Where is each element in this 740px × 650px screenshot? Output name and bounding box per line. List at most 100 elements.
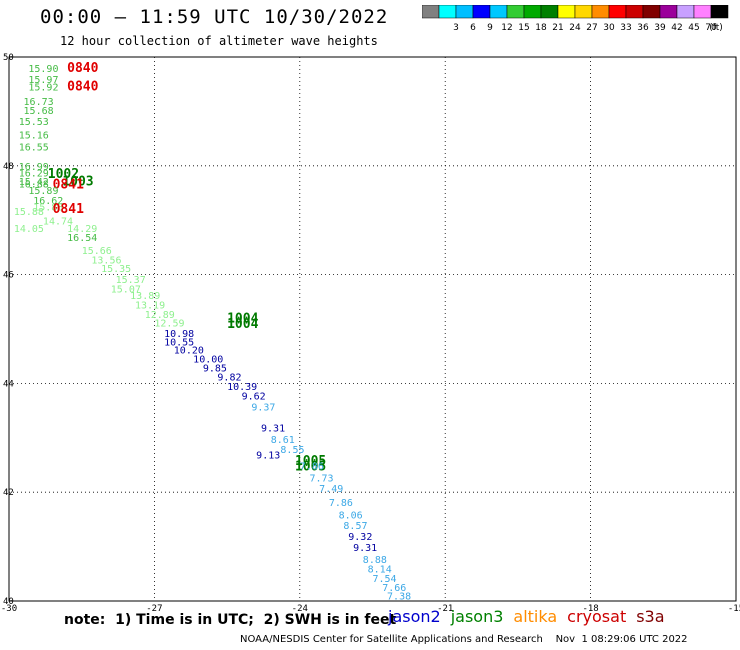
page-title: 00:00 – 11:59 UTC 10/30/2022 (40, 6, 389, 28)
wave-height-label: 15.16 (19, 131, 49, 142)
wave-height-label: 13.89 (130, 291, 160, 302)
pass-time-label: 1003 (62, 174, 93, 189)
wave-height-label: 16.73 (24, 97, 54, 108)
colorbar-tick-label: 39 (654, 23, 666, 33)
wave-height-label: 7.86 (329, 498, 353, 509)
pass-time-label: 0841 (53, 178, 84, 193)
wave-height-label: 15.68 (24, 106, 54, 117)
colorbar-unit-label: (ft) (709, 23, 723, 33)
wave-height-label: 9.32 (348, 532, 372, 543)
colorbar-tick-label: 9 (487, 23, 493, 33)
wave-height-label: 14.74 (43, 217, 73, 228)
colorbar-swatch (710, 5, 729, 19)
wave-height-label: 7.49 (319, 484, 343, 495)
colorbar-tick-label: 30 (603, 23, 615, 33)
longitude-tick-label: -15 (728, 604, 740, 614)
colorbar-tick-label: 24 (569, 23, 581, 33)
wave-height-label: 15.07 (111, 285, 141, 296)
latitude-tick-label: 44 (3, 379, 14, 389)
wave-height-label: 16.99 (19, 162, 49, 173)
units-note: note: 1) Time is in UTC; 2) SWH is in fe… (64, 612, 397, 628)
wave-height-label: 10.98 (164, 329, 194, 340)
pass-time-label: 0841 (53, 202, 84, 217)
wave-height-label: 15.92 (28, 83, 58, 94)
latitude-tick-label: 50 (3, 53, 14, 63)
wave-height-label: 8.61 (271, 435, 295, 446)
wave-height-label: 9.13 (256, 450, 280, 461)
wave-height-label: 8.57 (343, 521, 367, 532)
wave-height-label: 14.29 (67, 224, 97, 235)
wave-height-label: 9.31 (353, 543, 377, 554)
wave-height-label: 13.56 (91, 256, 121, 267)
longitude-tick-label: -27 (146, 604, 162, 614)
wave-height-label: 14.05 (14, 224, 44, 235)
legend-cryosat: cryosat (567, 607, 627, 626)
colorbar-tick-label: 18 (535, 23, 547, 33)
latitude-tick-label: 40 (3, 597, 14, 607)
wave-height-label: 10.55 (164, 337, 194, 348)
pass-time-label: 1004 (227, 311, 258, 326)
pass-time-label: 1002 (48, 167, 79, 182)
wave-height-label: 16.29 (19, 169, 49, 180)
wave-height-label: 9.31 (261, 423, 285, 434)
colorbar-tick-label: 6 (470, 23, 476, 33)
wave-height-label: 7.66 (382, 583, 406, 594)
colorbar-tick-label: 42 (671, 23, 682, 33)
wave-height-label: 16.88 (19, 180, 49, 191)
page-subtitle: 12 hour collection of altimeter wave hei… (60, 34, 378, 48)
wave-height-label: 9.62 (242, 392, 266, 403)
wave-height-label: 15.90 (28, 64, 58, 75)
wave-height-label: 12.59 (154, 318, 184, 329)
wave-height-label: 9.37 (251, 403, 275, 414)
wave-height-label: 10.39 (227, 382, 257, 393)
colorbar-tick-label: 15 (518, 23, 529, 33)
longitude-tick-label: -21 (437, 604, 453, 614)
satellite-legend: jason2 jason3 altika cryosat s3a (388, 607, 675, 626)
legend-jason2: jason2 (388, 607, 441, 626)
wave-height-label: 13.19 (135, 300, 165, 311)
wave-height-label: 16.55 (19, 143, 49, 154)
wave-height-label: 7.38 (387, 591, 411, 602)
latitude-tick-label: 42 (3, 488, 14, 498)
wave-height-label: 15.89 (28, 186, 58, 197)
wave-height-label: 16.54 (67, 233, 97, 244)
wave-height-label: 9.82 (217, 373, 241, 384)
wave-height-label: 7.54 (373, 574, 397, 585)
colorbar-tick-label: 3 (453, 23, 459, 33)
longitude-tick-label: -24 (292, 604, 308, 614)
wave-height-label: 16.62 (33, 196, 63, 207)
wave-height-label: 15.88 (14, 207, 44, 218)
wave-height-label: 8.14 (368, 565, 392, 576)
wave-height-label: 12.89 (145, 310, 175, 321)
longitude-tick-label: -30 (1, 604, 17, 614)
wave-height-label: 10.00 (193, 355, 223, 366)
legend-jason3: jason3 (450, 607, 504, 626)
wave-height-label: 7.86 (300, 461, 324, 472)
latitude-tick-label: 48 (3, 162, 14, 172)
wave-height-label: 15.53 (19, 117, 49, 128)
colorbar-tick-label: 45 (688, 23, 699, 33)
colorbar-tick-label: 27 (586, 23, 597, 33)
colorbar-tick-label: 12 (501, 23, 512, 33)
wave-height-label: 15.37 (116, 275, 146, 286)
wave-height-label: 15.42 (19, 177, 49, 188)
wave-height-label: 10.20 (174, 345, 204, 356)
colorbar-tick-label: 33 (620, 23, 631, 33)
wave-height-label: 8.55 (280, 445, 304, 456)
pass-time-label: 0840 (67, 80, 98, 95)
wave-height-label: 15.97 (28, 75, 58, 86)
wave-height-label: 7.73 (309, 473, 333, 484)
colorbar-tick-label: 70 (705, 23, 717, 33)
legend-s3a: s3a (636, 607, 665, 626)
colorbar-tick-label: 21 (552, 23, 563, 33)
legend-altika: altika (513, 607, 558, 626)
wave-height-label: 9.85 (203, 363, 227, 374)
pass-time-label: 1005 (295, 454, 326, 469)
latitude-tick-label: 46 (3, 271, 14, 281)
pass-time-label: 1004 (227, 317, 258, 332)
map-frame (8, 56, 737, 602)
colorbar-tick-label: 36 (637, 23, 649, 33)
pass-time-label: 0840 (67, 61, 98, 76)
